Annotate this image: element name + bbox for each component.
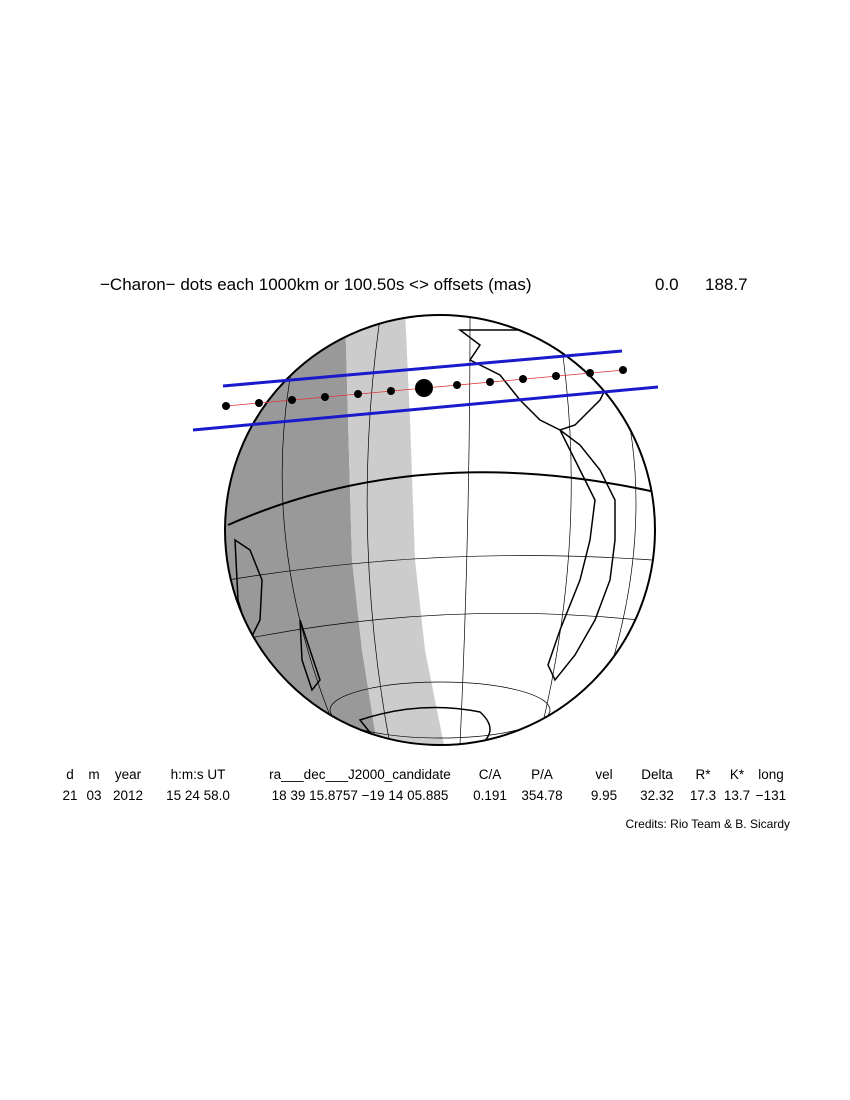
equator <box>227 471 655 526</box>
cell: 32.32 <box>640 788 674 803</box>
time-dots <box>222 366 627 410</box>
column-header: ra___dec___J2000_candidate <box>269 767 451 782</box>
column-header: d <box>66 767 74 782</box>
column-header: vel <box>595 767 612 782</box>
event-table: d m year h:m:s UT ra___dec___J2000_candidate… <box>62 767 786 803</box>
cell: 2012 <box>113 788 143 803</box>
cell: 0.191 <box>473 788 507 803</box>
column-header: year <box>115 767 142 782</box>
cell: 9.95 <box>591 788 617 803</box>
title: −Charon− dots each 1000km or 100.50s <> … <box>100 275 532 294</box>
column-header: h:m:s UT <box>171 767 226 782</box>
cell: 03 <box>86 788 101 803</box>
offset-y: 188.7 <box>705 275 748 294</box>
column-header: m <box>88 767 99 782</box>
column-header: long <box>758 767 784 782</box>
offset-x: 0.0 <box>655 275 679 294</box>
cell: −131 <box>756 788 786 803</box>
cell: 17.3 <box>690 788 716 803</box>
cell: 15 24 58.0 <box>166 788 230 803</box>
cell: 21 <box>62 788 77 803</box>
column-header: R* <box>695 767 711 782</box>
cell: 13.7 <box>724 788 750 803</box>
globe-outline <box>224 314 656 746</box>
globe-shading <box>225 315 655 745</box>
cell: 18 39 15.8757 −19 14 05.885 <box>272 788 449 803</box>
shadow-limit <box>192 385 659 432</box>
credits: Credits: Rio Team & B. Sicardy <box>625 817 790 831</box>
column-header: C/A <box>479 767 502 782</box>
column-header: Delta <box>641 767 673 782</box>
column-header: K* <box>730 767 745 782</box>
shadow-limit <box>222 349 623 388</box>
cell: 354.78 <box>521 788 562 803</box>
column-header: P/A <box>531 767 553 782</box>
